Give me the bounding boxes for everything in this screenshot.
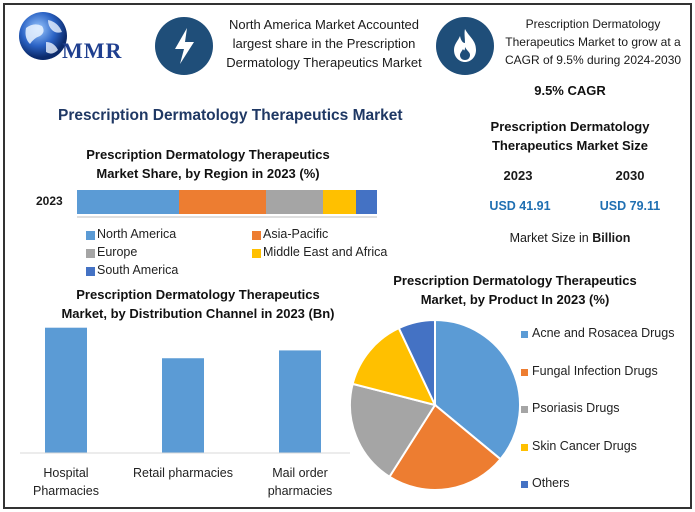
legend-swatch-north-america <box>86 231 95 240</box>
flame-icon <box>454 29 476 62</box>
unit-note-prefix: Market Size in <box>509 231 593 245</box>
region-segment-south-america <box>356 190 377 214</box>
channel-chart-title: Prescription Dermatology Therapeutics Ma… <box>61 287 335 321</box>
channel-tick-retail-pharmacies: Retail pharmacies <box>133 466 233 480</box>
pie-legend-swatch-others <box>521 481 528 488</box>
region-segment-europe <box>266 190 323 214</box>
pie-legend-swatch-skin-cancer-drugs <box>521 443 528 451</box>
channel-bar-chart: Hospital Pharmacies Retail pharmacies Mail … <box>20 327 350 498</box>
unit-note-bold: Billion <box>592 231 631 245</box>
page-title: Prescription Dermatology Therapeutics Ma… <box>58 107 403 124</box>
infographic-frame <box>3 3 692 509</box>
pie-slice-others <box>397 318 436 406</box>
legend-label-south-america: South America <box>97 263 179 277</box>
logo-text: MMR <box>62 38 123 63</box>
pie-legend-swatch-acne-and-rosacea-drugs <box>521 331 528 338</box>
size-year-2023: 2023 <box>503 168 533 183</box>
legend-swatch-europe <box>86 249 95 258</box>
header-note-region: North America Market Accounted largest s… <box>226 17 422 70</box>
region-chart-title: Prescription Dermatology Therapeutics Ma… <box>86 147 330 181</box>
channel-bar-hospital-pharmacies <box>45 327 87 453</box>
size-value-2030: USD 79.11 <box>587 199 673 213</box>
mmr-logo: MMR <box>12 8 142 72</box>
pie-legend-swatch-psoriasis-drugs <box>521 406 528 413</box>
flame-badge <box>436 17 494 75</box>
lightning-badge <box>155 17 213 75</box>
size-value-2030-text: USD 79.11 <box>599 199 661 213</box>
size-value-2023: USD 41.91 <box>489 199 551 213</box>
pie-legend-label-fungal-infection-drugs: Fungal Infection Drugs <box>532 363 658 378</box>
region-segment-asia-pacific <box>179 190 266 214</box>
pie-slice-acne-and-rosacea-drugs <box>434 318 521 461</box>
channel-bar-mail-order-pharmacies <box>279 350 321 453</box>
lightning-icon <box>175 28 194 64</box>
legend-swatch-south-america <box>86 267 95 276</box>
pie-legend-label-psoriasis-drugs: Psoriasis Drugs <box>532 401 620 415</box>
globe-icon <box>19 12 67 60</box>
legend-swatch-middle-east-and-africa <box>252 249 261 258</box>
size-year-2030: 2030 <box>615 168 645 183</box>
legend-label-north-america: North America <box>97 227 177 241</box>
legend-swatch-asia-pacific <box>252 231 261 240</box>
pie-slice-fungal-infection-drugs <box>388 403 502 491</box>
channel-bar-retail-pharmacies <box>162 358 204 453</box>
legend-label-asia-pacific: Asia-Pacific <box>263 227 329 241</box>
region-segment-north-america <box>77 190 179 214</box>
cagr-value: 9.5% CAGR <box>534 83 606 98</box>
pie-slice-skin-cancer-drugs <box>351 326 437 407</box>
pie-legend-label-acne-and-rosacea-drugs: Acne and Rosacea Drugs <box>532 326 675 340</box>
region-axis-label: 2023 <box>36 194 63 208</box>
pie-legend-swatch-fungal-infection-drugs <box>521 368 528 376</box>
channel-tick-hospital-pharmacies: Hospital Pharmacies <box>33 466 99 498</box>
pie-legend-label-skin-cancer-drugs: Skin Cancer Drugs <box>532 438 637 453</box>
legend-label-middle-east-and-africa: Middle East and Africa <box>263 245 388 259</box>
legend-label-europe: Europe <box>97 245 138 259</box>
market-size-unit-note: Market Size in Billion <box>470 231 670 245</box>
pie-slice-psoriasis-drugs <box>349 382 437 479</box>
market-size-title: Prescription Dermatology Therapeutics Ma… <box>490 119 650 153</box>
channel-tick-mail-order-pharmacies: Mail order pharmacies <box>268 466 333 498</box>
header-note-cagr: Prescription Dermatology Therapeutics Ma… <box>504 17 682 67</box>
product-chart-title: Prescription Dermatology Therapeutics Ma… <box>393 273 637 307</box>
region-segment-middle-east-and-africa <box>323 190 356 214</box>
product-pie-chart <box>349 318 521 491</box>
region-stacked-bar <box>77 190 377 218</box>
pie-legend-label-others: Others <box>532 476 570 490</box>
